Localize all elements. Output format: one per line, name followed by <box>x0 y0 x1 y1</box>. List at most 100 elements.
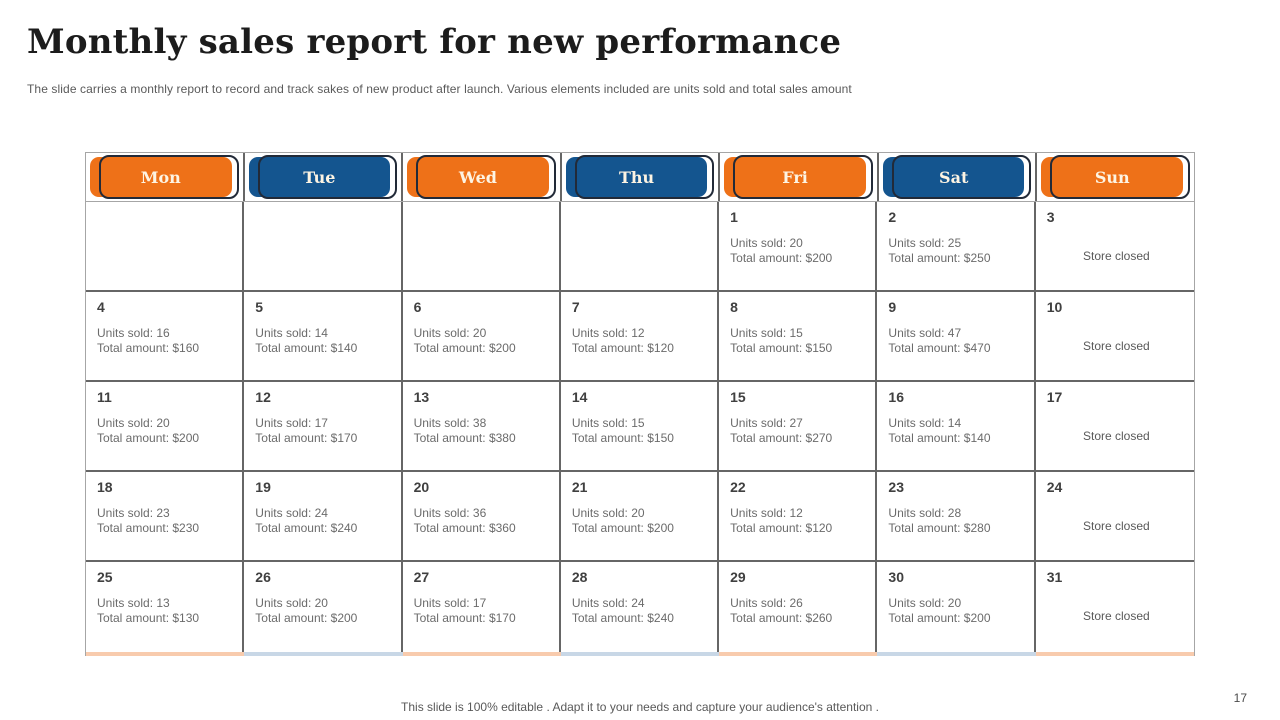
sales-details: Units sold: 14 Total amount: $140 <box>255 326 392 356</box>
calendar-cell-day-13: 13 Units sold: 38 Total amount: $380 <box>402 382 561 472</box>
calendar-cell-day-16: 16 Units sold: 14 Total amount: $140 <box>877 382 1036 472</box>
units-sold-line: Units sold: 20 <box>888 596 962 610</box>
day-number: 30 <box>888 569 904 585</box>
units-sold-line: Units sold: 47 <box>888 326 962 340</box>
monthly-sales-calendar: Mon Tue Wed Thu Fri Sat Sun 1 Units sold: 20 Tot… <box>85 152 1195 656</box>
total-amount-line: Total amount: $260 <box>730 611 833 625</box>
bottom-accent-segment <box>719 652 878 656</box>
day-number: 24 <box>1046 479 1063 495</box>
total-amount-line: Total amount: $250 <box>888 251 991 265</box>
store-closed-label: Store closed <box>1083 249 1150 263</box>
units-sold-line: Units sold: 24 <box>571 596 645 610</box>
weekday-label: Thu <box>618 167 655 187</box>
total-amount-line: Total amount: $170 <box>413 611 516 625</box>
badge-outline-shape <box>733 155 873 199</box>
day-number: 20 <box>413 479 430 495</box>
day-number: 14 <box>571 389 588 405</box>
calendar-cell-day-22: 22 Units sold: 12 Total amount: $120 <box>719 472 878 562</box>
total-amount-line: Total amount: $200 <box>571 521 674 535</box>
units-sold-line: Units sold: 20 <box>255 596 328 610</box>
calendar-cell-day-7: 7 Units sold: 12 Total amount: $120 <box>560 292 720 382</box>
units-sold-line: Units sold: 17 <box>255 416 328 430</box>
total-amount-line: Total amount: $120 <box>730 521 833 535</box>
units-sold-line: Units sold: 36 <box>413 506 487 520</box>
day-number: 6 <box>413 299 422 315</box>
calendar-cell-empty <box>560 202 720 292</box>
weekday-header-cell-mon: Mon <box>86 153 245 201</box>
sales-details: Units sold: 20 Total amount: $200 <box>97 416 234 446</box>
units-sold-line: Units sold: 38 <box>413 416 487 430</box>
total-amount-line: Total amount: $470 <box>888 341 991 355</box>
weekday-badge: Wed <box>407 155 556 199</box>
total-amount-line: Total amount: $130 <box>97 611 200 625</box>
slide-subtitle: The slide carries a monthly report to re… <box>27 82 852 96</box>
calendar-cell-day-17: 17 Store closed <box>1035 382 1194 472</box>
calendar-cell-empty <box>86 202 245 292</box>
total-amount-line: Total amount: $280 <box>888 521 991 535</box>
total-amount-line: Total amount: $360 <box>413 521 516 535</box>
sales-details: Units sold: 20 Total amount: $200 <box>414 326 551 356</box>
units-sold-line: Units sold: 20 <box>97 416 170 430</box>
sales-details: Units sold: 12 Total amount: $120 <box>730 506 867 536</box>
units-sold-line: Units sold: 20 <box>571 506 645 520</box>
sales-details: Units sold: 23 Total amount: $230 <box>97 506 234 536</box>
units-sold-line: Units sold: 20 <box>730 236 803 250</box>
weekday-header-cell-sat: Sat <box>879 153 1038 201</box>
day-number: 15 <box>730 389 746 405</box>
calendar-cell-day-27: 27 Units sold: 17 Total amount: $170 <box>403 562 561 652</box>
calendar-cell-day-29: 29 Units sold: 26 Total amount: $260 <box>719 562 878 652</box>
calendar-cell-day-25: 25 Units sold: 13 Total amount: $130 <box>86 562 245 652</box>
weekday-label: Sat <box>939 167 969 187</box>
badge-fill-shape <box>1041 157 1184 197</box>
sales-details: Units sold: 15 Total amount: $150 <box>730 326 867 356</box>
badge-fill-shape <box>724 157 866 197</box>
calendar-cell-day-31: 31 Store closed <box>1036 562 1194 652</box>
calendar-cell-day-28: 28 Units sold: 24 Total amount: $240 <box>561 562 720 652</box>
footer-note: This slide is 100% editable . Adapt it t… <box>401 700 879 714</box>
total-amount-line: Total amount: $140 <box>255 341 358 355</box>
badge-outline-shape <box>99 155 239 199</box>
day-number: 28 <box>571 569 588 585</box>
total-amount-line: Total amount: $240 <box>571 611 674 625</box>
store-closed-label: Store closed <box>1083 519 1150 533</box>
calendar-cell-day-6: 6 Units sold: 20 Total amount: $200 <box>402 292 561 382</box>
total-amount-line: Total amount: $380 <box>413 431 516 445</box>
units-sold-line: Units sold: 17 <box>413 596 487 610</box>
day-number: 8 <box>730 299 738 315</box>
bottom-accent-segment <box>560 652 720 656</box>
sales-details: Units sold: 36 Total amount: $360 <box>414 506 551 536</box>
units-sold-line: Units sold: 20 <box>413 326 487 340</box>
day-number: 16 <box>888 389 904 405</box>
day-number: 11 <box>97 389 112 405</box>
total-amount-line: Total amount: $170 <box>255 431 358 445</box>
total-amount-line: Total amount: $120 <box>571 341 674 355</box>
badge-fill-shape <box>407 157 549 197</box>
calendar-bottom-accent <box>86 652 1194 656</box>
weekday-label: Fri <box>782 167 808 187</box>
sales-details: Units sold: 24 Total amount: $240 <box>572 596 709 626</box>
bottom-accent-segment <box>877 652 1036 656</box>
badge-fill-shape <box>565 157 708 197</box>
units-sold-line: Units sold: 12 <box>730 506 803 520</box>
day-number: 21 <box>571 479 588 495</box>
day-number: 2 <box>888 209 897 225</box>
calendar-cell-day-23: 23 Units sold: 28 Total amount: $280 <box>877 472 1036 562</box>
sales-details: Units sold: 17 Total amount: $170 <box>414 596 551 626</box>
badge-fill-shape <box>882 157 1025 197</box>
weekday-badge: Sat <box>882 155 1032 199</box>
sales-details: Units sold: 47 Total amount: $470 <box>888 326 1025 356</box>
sales-details: Units sold: 26 Total amount: $260 <box>730 596 867 626</box>
calendar-grid: 1 Units sold: 20 Total amount: $200 2 Units … <box>86 201 1194 652</box>
sales-details: Units sold: 16 Total amount: $160 <box>97 326 234 356</box>
sales-details: Units sold: 20 Total amount: $200 <box>255 596 392 626</box>
units-sold-line: Units sold: 12 <box>571 326 645 340</box>
calendar-cell-day-3: 3 Store closed <box>1035 202 1194 292</box>
bottom-accent-segment <box>1035 652 1194 656</box>
weekday-label: Wed <box>458 167 497 187</box>
weekday-badge: Tue <box>248 155 398 199</box>
day-number: 25 <box>97 569 113 585</box>
day-number: 18 <box>97 479 113 495</box>
units-sold-line: Units sold: 14 <box>888 416 962 430</box>
calendar-cell-day-8: 8 Units sold: 15 Total amount: $150 <box>719 292 878 382</box>
badge-fill-shape <box>90 157 232 197</box>
